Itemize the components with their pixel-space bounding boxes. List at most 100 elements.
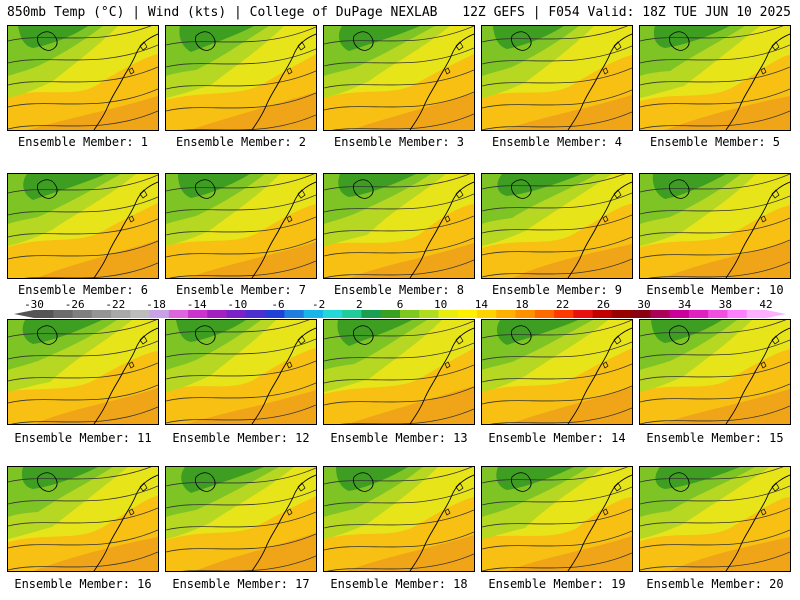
- colorbar-tick-label: 18: [515, 298, 529, 311]
- panel-label: Ensemble Member: 14: [488, 431, 626, 445]
- panel-label: Ensemble Member: 7: [175, 283, 307, 297]
- map-panel: [7, 25, 159, 131]
- panel-label: Ensemble Member: 10: [646, 283, 784, 297]
- map-panel: [639, 319, 791, 425]
- colorbar-tick-label: 42: [759, 298, 773, 311]
- map-panel: [481, 466, 633, 572]
- temperature-field: [640, 467, 790, 571]
- temperature-field: [640, 174, 790, 278]
- map-panel: [165, 25, 317, 131]
- colorbar-swatch: [438, 310, 459, 318]
- colorbar-tick-label: -30: [24, 298, 44, 311]
- colorbar-swatch: [53, 310, 74, 318]
- colorbar-swatch: [746, 310, 767, 318]
- temperature-field: [8, 174, 158, 278]
- colorbar-tick-label: 14: [474, 298, 488, 311]
- colorbar-tick-label: 6: [396, 298, 404, 311]
- map-panel: [481, 25, 633, 131]
- colorbar-swatch: [573, 310, 594, 318]
- map-panel: [323, 173, 475, 279]
- panel-label: Ensemble Member: 13: [330, 431, 468, 445]
- colorbar-tick-label: -14: [186, 298, 207, 311]
- colorbar-swatch: [130, 310, 151, 318]
- colorbar-swatch: [342, 310, 362, 318]
- colorbar-tick-label: 2: [356, 298, 363, 311]
- panel-label: Ensemble Member: 18: [330, 577, 468, 591]
- colorbar-swatch: [515, 310, 536, 318]
- map-panel: [481, 319, 633, 425]
- temperature-field: [482, 26, 632, 130]
- panel-label: Ensemble Member: 3: [333, 135, 465, 149]
- colorbar-tick-label: -10: [227, 298, 248, 311]
- colorbar-swatch: [534, 310, 555, 318]
- colorbar-swatch: [188, 310, 208, 318]
- colorbar-swatch: [611, 310, 632, 318]
- colorbar-swatch: [34, 310, 54, 318]
- colorbar-tick-label: 10: [434, 298, 448, 311]
- colorbar-swatch: [72, 310, 93, 318]
- panel-label: Ensemble Member: 8: [333, 283, 465, 297]
- colorbar-swatch: [496, 310, 517, 318]
- temperature-field: [8, 467, 158, 571]
- temperature-field: [166, 174, 316, 278]
- map-panel: [639, 173, 791, 279]
- map-panel: [639, 25, 791, 131]
- colorbar-swatch: [688, 310, 709, 318]
- colorbar-tick-label: 38: [718, 298, 732, 311]
- map-panel: [7, 319, 159, 425]
- colorbar-high-arrow: [766, 310, 786, 318]
- colorbar-swatch: [400, 310, 420, 318]
- temperature-colorbar: [14, 310, 786, 318]
- map-panel: [7, 173, 159, 279]
- map-panel: [165, 319, 317, 425]
- panel-label: Ensemble Member: 6: [17, 283, 149, 297]
- map-title: 850mb Temp (°C) | Wind (kts) | College o…: [7, 5, 438, 20]
- temperature-field: [166, 26, 316, 130]
- colorbar-swatch: [631, 310, 651, 318]
- temperature-field: [640, 320, 790, 424]
- valid-time: 12Z GEFS | F054 Valid: 18Z TUE JUN 10 20…: [462, 5, 791, 20]
- colorbar-swatch: [727, 310, 748, 318]
- colorbar-swatch: [226, 310, 247, 318]
- colorbar-swatch: [91, 310, 112, 318]
- colorbar-tick-label: 26: [596, 298, 610, 311]
- colorbar-tick-label: -18: [146, 298, 166, 311]
- colorbar-swatch: [419, 310, 440, 318]
- colorbar-swatch: [477, 310, 497, 318]
- colorbar-swatch: [554, 310, 574, 318]
- panel-label: Ensemble Member: 12: [172, 431, 310, 445]
- map-panel: [7, 466, 159, 572]
- map-panel: [323, 319, 475, 425]
- colorbar-tick-label: 22: [556, 298, 570, 311]
- colorbar-swatch: [284, 310, 305, 318]
- colorbar-swatch: [592, 310, 613, 318]
- temperature-field: [324, 174, 474, 278]
- colorbar-swatch: [322, 310, 343, 318]
- temperature-field: [324, 467, 474, 571]
- map-panel: [639, 466, 791, 572]
- map-panel: [323, 25, 475, 131]
- colorbar-swatch: [708, 310, 728, 318]
- panel-label: Ensemble Member: 5: [649, 135, 781, 149]
- map-panel: [165, 466, 317, 572]
- colorbar-tick-label: -22: [105, 298, 126, 311]
- temperature-field: [166, 320, 316, 424]
- panel-label: Ensemble Member: 16: [14, 577, 152, 591]
- temperature-field: [8, 26, 158, 130]
- colorbar-tick-label: 30: [637, 298, 651, 311]
- colorbar-tick-label: -2: [312, 298, 326, 311]
- panel-label: Ensemble Member: 15: [646, 431, 784, 445]
- panel-label: Ensemble Member: 11: [14, 431, 152, 445]
- panel-label: Ensemble Member: 17: [172, 577, 310, 591]
- colorbar-swatch: [265, 310, 285, 318]
- colorbar-tick-label: -26: [64, 298, 85, 311]
- temperature-field: [166, 467, 316, 571]
- colorbar-swatch: [207, 310, 228, 318]
- colorbar-swatch: [303, 310, 324, 318]
- temperature-field: [324, 26, 474, 130]
- temperature-field: [482, 467, 632, 571]
- temperature-field: [482, 174, 632, 278]
- colorbar-swatch: [457, 310, 478, 318]
- temperature-field: [8, 320, 158, 424]
- panel-label: Ensemble Member: 20: [646, 577, 784, 591]
